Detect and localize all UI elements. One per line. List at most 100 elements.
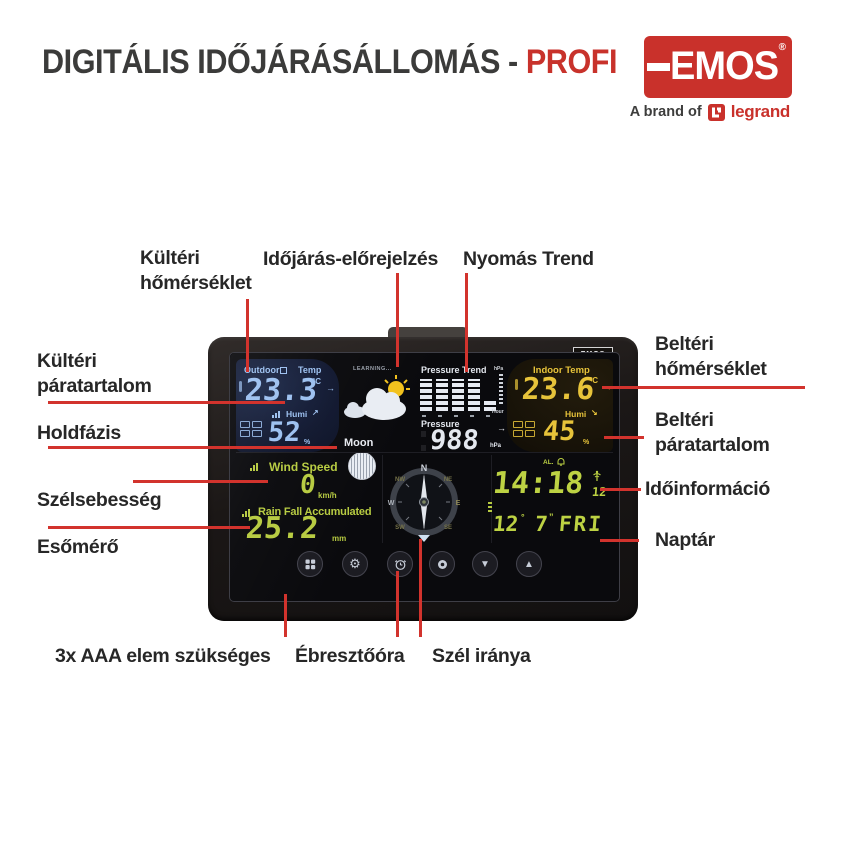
date-day-mark: ° <box>521 512 525 522</box>
brand-name: legrand <box>730 102 791 121</box>
leader-line-wind-direction <box>419 539 422 637</box>
date-day: 12 <box>491 512 520 536</box>
hour-axis-label: Hour <box>492 409 504 415</box>
snooze-dial-icon <box>437 559 447 569</box>
leader-line-outdoor-temperature <box>246 299 249 372</box>
outdoor-panel: Outdoor Temp 23.3 °C → Humi ↗ 52 % <box>236 359 339 452</box>
pressure-panel: Pressure Trend hPa Hour Pressure 988 → h… <box>414 359 507 456</box>
pressure-trend-bars <box>420 377 496 413</box>
snooze-light-button[interactable] <box>429 551 455 577</box>
thermometer-icon <box>515 379 518 390</box>
compass-nw: NW <box>395 477 405 483</box>
menu-grid-button[interactable] <box>297 551 323 577</box>
callout-outdoor-temperature: Kültéri hőmérséklet <box>140 246 252 295</box>
page-title: DIGITÁLIS IDŐJÁRÁSÁLLOMÁS - PROFI <box>42 43 618 82</box>
brand-line: A brand of legrand <box>560 102 791 122</box>
indoor-label: Indoor Temp <box>533 365 590 376</box>
alarm-bell-icon <box>557 458 565 466</box>
callout-text: Ébresztőóra <box>295 645 405 667</box>
callout-text: hőmérséklet <box>140 271 252 294</box>
weekday-value: FRI <box>557 512 604 536</box>
callout-time-info: Időinformáció <box>645 477 770 502</box>
date-month-mark: ” <box>549 512 554 522</box>
emos-logo-dash <box>647 63 670 71</box>
pressure-trend-label: Pressure Trend <box>421 365 487 375</box>
rain-label: Rain Fall Accumulated <box>258 506 372 518</box>
lcd-divider <box>382 455 383 543</box>
pressure-trend-arrow: → <box>497 423 506 433</box>
pressure-unit: hPa <box>490 443 502 449</box>
indoor-alert-icons <box>513 421 535 437</box>
compass-e: E <box>456 500 461 507</box>
callout-text: Beltéri <box>655 333 714 355</box>
outdoor-humi-value: 52 <box>266 417 302 448</box>
callout-text: 3x AAA elem szükséges <box>55 645 271 667</box>
alarm-clock-icon <box>394 559 406 570</box>
gear-icon: ⚙ <box>349 556 361 571</box>
brand-prefix: A brand of <box>629 104 702 120</box>
callout-alarm-clock: Ébresztőóra <box>295 644 405 669</box>
leader-line-outdoor-humidity <box>48 401 285 404</box>
outdoor-temp-trend-arrow: → <box>326 383 335 393</box>
compass-ne: NE <box>444 477 452 483</box>
alarm-indicator: AL. <box>543 459 554 466</box>
up-button[interactable]: ▲ <box>516 551 542 577</box>
pressure-axis-ticks <box>499 374 503 404</box>
leader-line-alarm-clock <box>396 571 399 637</box>
leader-line-weather-forecast <box>396 273 399 367</box>
callout-wind-direction: Szél iránya <box>432 644 531 669</box>
indoor-humi-label: Humi <box>565 409 587 419</box>
compass-se: SE <box>444 525 452 531</box>
indoor-humi-trend-arrow: ↘ <box>591 408 598 417</box>
pressure-label: Pressure <box>421 419 460 429</box>
callout-pressure-trend: Nyomás Trend <box>463 247 594 272</box>
callout-text: Esőmérő <box>37 536 119 558</box>
callout-text: Szél iránya <box>432 645 531 667</box>
weather-station-device: EMOS Outdoor Temp 23.3 °C → Humi ↗ 52 % … <box>208 337 638 621</box>
pressure-ghost-digit <box>421 431 426 451</box>
callout-text: hőmérséklet <box>655 357 767 380</box>
signal-icon <box>242 509 250 517</box>
leader-line-rain-gauge <box>48 526 250 529</box>
forecast-status: LEARNING... <box>353 366 392 372</box>
wind-speed-unit: km/h <box>318 491 337 500</box>
leader-line-pressure-trend <box>465 273 468 372</box>
callout-weather-forecast: Időjárás-előrejelzés <box>263 247 438 272</box>
thermometer-icon <box>239 381 242 392</box>
outdoor-alert-icons <box>240 421 262 437</box>
signal-icon <box>250 463 258 471</box>
time-value: 14:18 <box>491 466 585 501</box>
leader-line-time-info <box>600 488 641 491</box>
alarm-button[interactable] <box>387 551 413 577</box>
page-title-dark: DIGITÁLIS IDŐJÁRÁSÁLLOMÁS - <box>42 43 518 81</box>
outdoor-humi-trend-arrow: ↗ <box>312 408 319 417</box>
settings-button[interactable]: ⚙ <box>342 551 368 577</box>
callout-calendar: Naptár <box>655 528 715 553</box>
emos-logo: EMOS ® <box>644 36 792 98</box>
outdoor-humi-unit: % <box>304 439 311 446</box>
time-panel: AL. 14:18 12 12 ° 7 ” FRI <box>491 454 613 544</box>
indoor-temp-value: 23.6 <box>520 372 596 407</box>
grid-icon <box>305 559 315 569</box>
callout-outdoor-humidity: Kültéri páratartalom <box>37 349 152 398</box>
outdoor-temp-unit: °C <box>312 377 321 386</box>
callout-text: Holdfázis <box>37 422 121 444</box>
legrand-icon <box>707 103 725 121</box>
leader-line-batteries <box>284 594 287 637</box>
down-button[interactable]: ▼ <box>472 551 498 577</box>
callout-text: Kültéri <box>37 350 97 372</box>
page-title-accent: PROFI <box>525 43 618 81</box>
triangle-down-icon: ▼ <box>480 558 490 570</box>
compass-w: W <box>388 500 395 507</box>
leader-line-indoor-humidity <box>604 436 644 439</box>
rain-unit: mm <box>332 534 347 543</box>
signal-icon <box>272 411 280 418</box>
outdoor-temp-label: Temp <box>298 365 322 375</box>
callout-text: Nyomás Trend <box>463 248 594 270</box>
wind-rain-panel: Wind Speed 0 km/h Rain Fall Accumulated … <box>236 454 382 546</box>
wind-speed-label: Wind Speed <box>269 460 338 474</box>
compass-n: N <box>421 463 428 473</box>
leader-line-wind-speed <box>133 480 268 483</box>
sun-cloud-icon <box>344 375 410 420</box>
